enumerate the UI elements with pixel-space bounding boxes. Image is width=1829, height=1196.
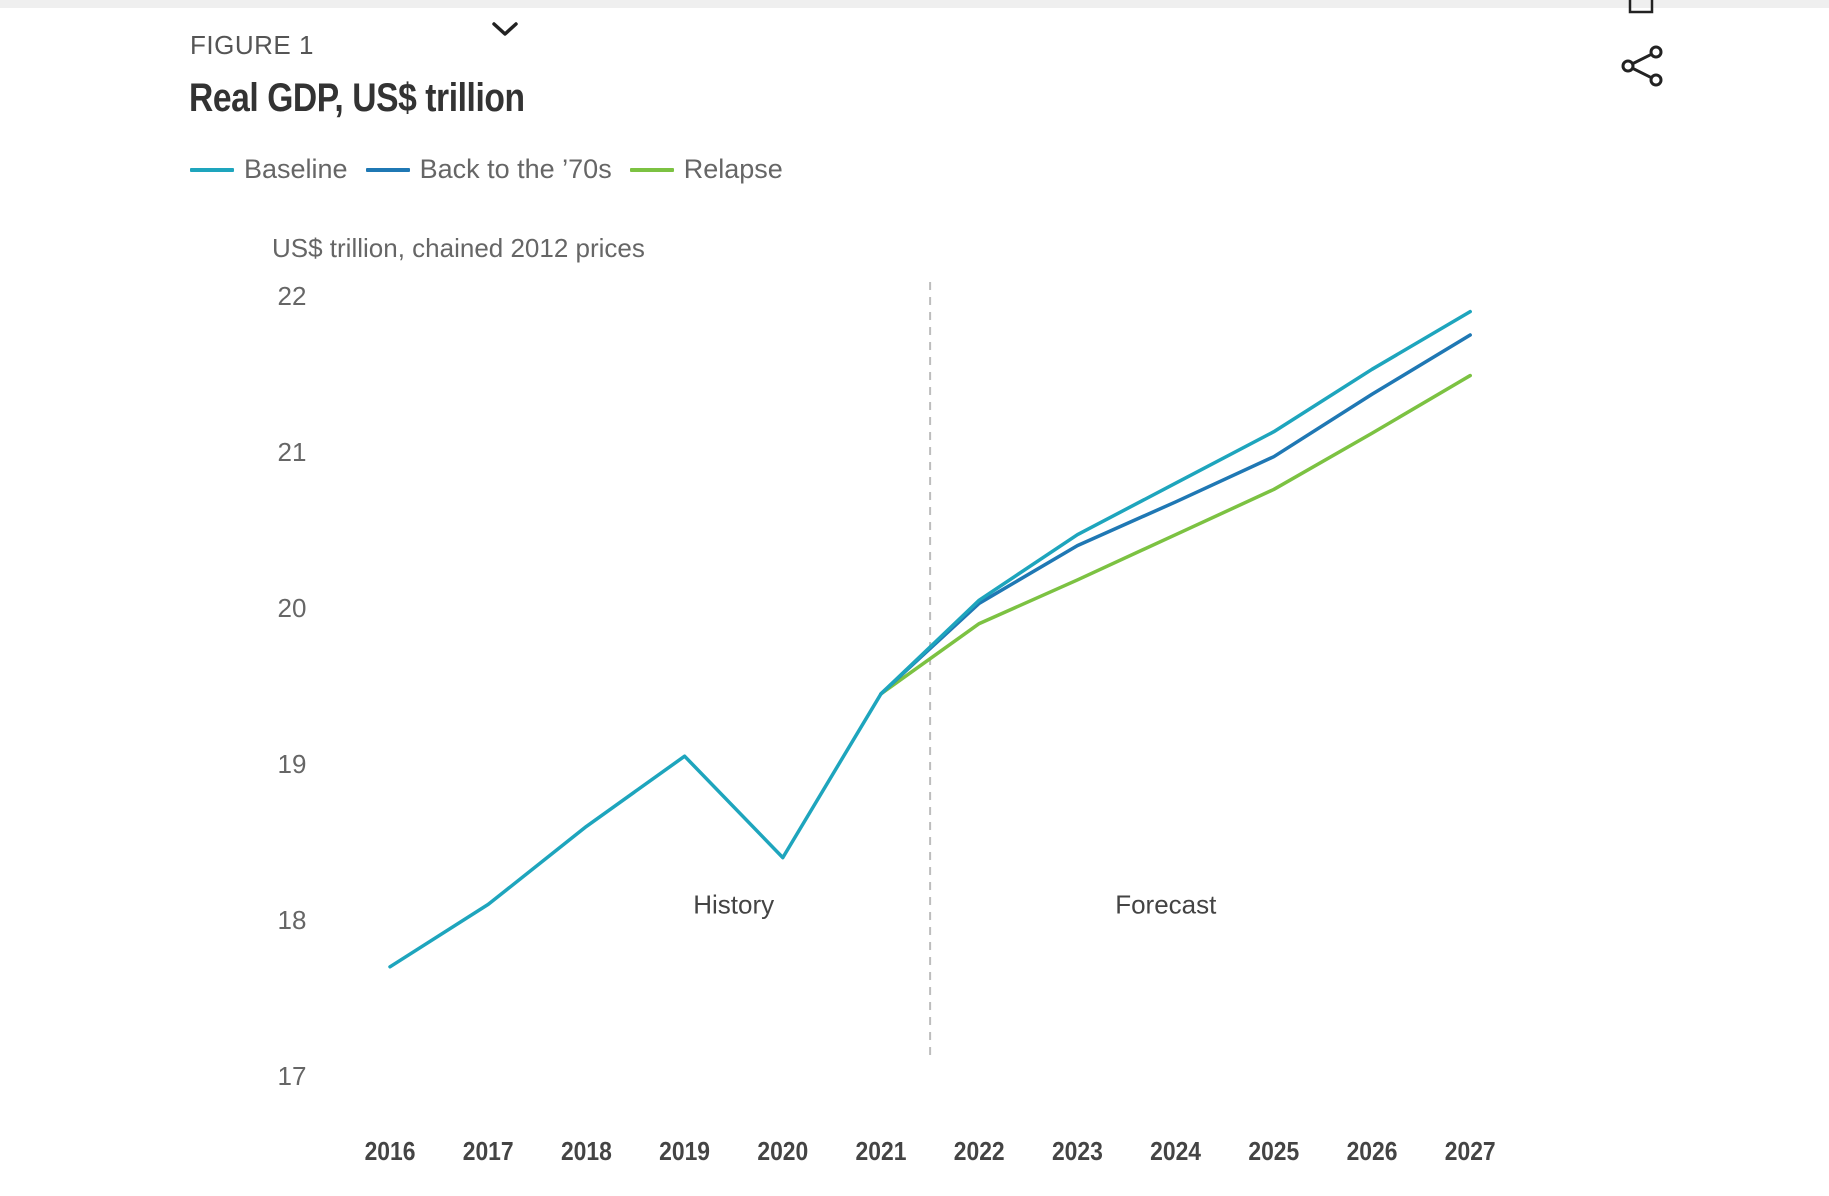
x-tick-label: 2023 [1052, 1138, 1103, 1167]
top-strip [0, 0, 1829, 8]
x-tick-label: 2021 [856, 1138, 907, 1167]
x-tick-label: 2026 [1347, 1138, 1398, 1167]
figure-label: FIGURE 1 [190, 30, 314, 60]
x-tick-label: 2016 [365, 1138, 416, 1167]
region-label-forecast: Forecast [1115, 889, 1217, 919]
legend-item-baseline[interactable]: Baseline [190, 154, 348, 185]
legend-label-baseline: Baseline [244, 154, 348, 184]
x-tick-label: 2018 [561, 1138, 612, 1167]
chart-title: Real GDP, US$ trillion [189, 76, 525, 120]
legend-swatch-back-to-70s [365, 167, 410, 172]
series-line-relapse [879, 373, 1472, 696]
x-tick-label: 2017 [463, 1138, 514, 1167]
legend-item-relapse[interactable]: Relapse [629, 154, 783, 185]
y-tick-label: 18 [278, 905, 307, 935]
legend-label-back-to-70s: Back to the ’70s [419, 154, 612, 184]
y-axis-label: US$ trillion, chained 2012 prices [272, 233, 645, 263]
x-tick-label: 2025 [1248, 1138, 1299, 1167]
x-tick-label: 2027 [1445, 1138, 1496, 1167]
legend-item-back-to-70s[interactable]: Back to the ’70s [365, 154, 612, 185]
x-tick-label: 2022 [954, 1138, 1005, 1167]
y-tick-label: 22 [278, 281, 307, 311]
region-label-history: History [693, 889, 774, 919]
x-tick-label: 2024 [1150, 1138, 1201, 1167]
legend-swatch-relapse [629, 167, 674, 172]
series-line-baseline [388, 309, 1472, 969]
bookmark-icon[interactable] [1626, 0, 1656, 16]
y-tick-label: 21 [278, 437, 307, 467]
x-tick-label: 2019 [659, 1138, 710, 1167]
y-tick-label: 17 [278, 1061, 307, 1091]
chart-legend: Baseline Back to the ’70s Relapse [190, 154, 801, 185]
legend-label-relapse: Relapse [683, 154, 783, 184]
y-tick-label: 20 [278, 593, 307, 623]
series-line-back-to-the-70s [879, 333, 1472, 696]
legend-swatch-baseline [190, 167, 234, 172]
share-icon[interactable] [1618, 44, 1666, 88]
chevron-down-icon[interactable] [488, 16, 522, 42]
y-tick-label: 19 [278, 749, 307, 779]
x-tick-label: 2020 [757, 1138, 808, 1167]
